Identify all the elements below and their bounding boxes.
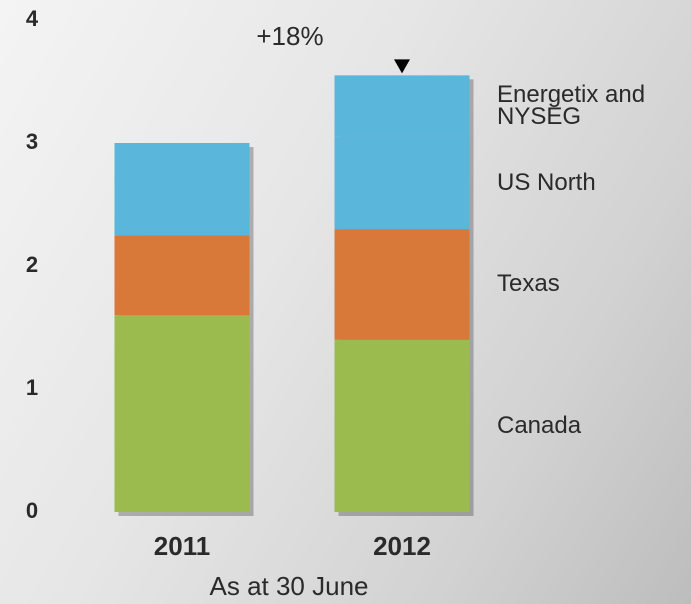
bar-segment <box>335 75 470 137</box>
bar-segment <box>335 229 470 340</box>
bar-segment <box>335 137 470 229</box>
y-tick-label: 1 <box>26 375 38 400</box>
y-tick-label: 3 <box>26 129 38 154</box>
y-tick-label: 0 <box>26 498 38 523</box>
y-tick-label: 4 <box>26 6 39 31</box>
annotation: +18% <box>256 21 323 51</box>
bar-segment <box>115 315 250 512</box>
y-tick-label: 2 <box>26 252 38 277</box>
bar-segment <box>335 340 470 512</box>
bar-segment <box>115 235 250 315</box>
annotation-arrow <box>394 59 410 73</box>
series-label: Canada <box>497 415 687 437</box>
page: +18% As at 30 June 0 1 2 3 4 2011 2012 Canada T… <box>0 0 691 604</box>
bar-segment <box>115 143 250 235</box>
x-tick-label: 2012 <box>373 531 431 561</box>
x-tick-label: 2011 <box>154 531 210 561</box>
series-label: US North <box>497 172 687 194</box>
x-axis-label: As at 30 June <box>210 571 369 601</box>
series-label: Texas <box>497 273 687 295</box>
series-label: Energetix and NYSEG <box>497 84 687 128</box>
